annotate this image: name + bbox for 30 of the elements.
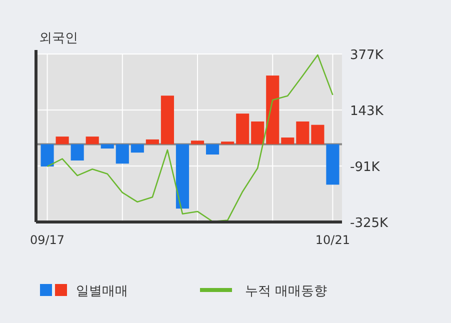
chart-title: 외국인: [39, 31, 78, 46]
x-tick-label: 10/21: [315, 233, 350, 247]
bar: [116, 144, 129, 164]
bar: [190, 140, 204, 144]
y-tick-label: -325K: [350, 216, 389, 231]
bar: [221, 142, 234, 144]
bar: [296, 121, 310, 144]
bar: [40, 144, 54, 166]
bar: [146, 139, 159, 144]
bar: [236, 114, 250, 144]
bar: [130, 144, 144, 153]
line-series: [46, 54, 334, 222]
y-tick-label: -91K: [350, 160, 380, 175]
bar: [266, 76, 280, 144]
bar: [281, 138, 294, 144]
y-tick-label: 377K: [350, 48, 384, 63]
bar: [326, 144, 340, 185]
bar: [160, 96, 174, 144]
bar: [56, 136, 69, 144]
bar: [251, 121, 264, 144]
bar: [70, 144, 84, 160]
y-tick-label: 143K: [350, 104, 384, 119]
legend-label: 누적 매매동향: [245, 284, 328, 299]
bar: [311, 124, 324, 144]
bar: [206, 144, 220, 155]
bar: [86, 136, 99, 144]
x-tick-label: 09/17: [30, 233, 65, 247]
legend-label: 일별매매: [76, 284, 128, 299]
bar: [176, 144, 190, 209]
bar: [100, 144, 114, 149]
